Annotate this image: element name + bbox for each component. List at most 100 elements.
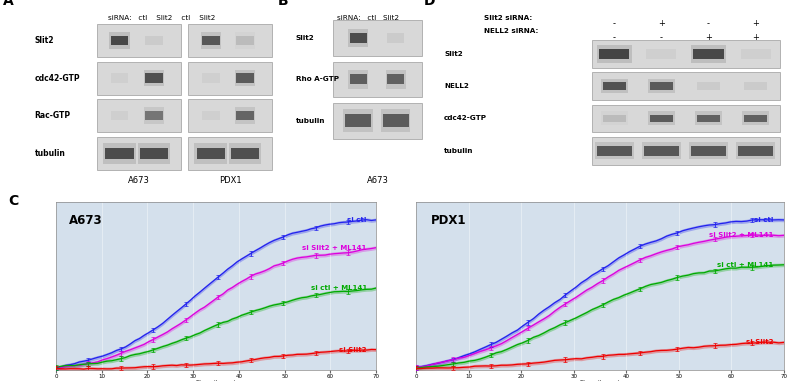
FancyBboxPatch shape	[350, 33, 366, 43]
FancyBboxPatch shape	[144, 70, 164, 86]
Text: Slit2 siRNA:: Slit2 siRNA:	[484, 15, 533, 21]
FancyBboxPatch shape	[383, 114, 409, 127]
Text: si ctl + ML141: si ctl + ML141	[310, 285, 367, 291]
FancyBboxPatch shape	[592, 40, 780, 68]
FancyBboxPatch shape	[106, 147, 134, 159]
Text: cdc42-GTP: cdc42-GTP	[444, 115, 487, 122]
FancyBboxPatch shape	[97, 24, 181, 57]
FancyBboxPatch shape	[194, 143, 227, 164]
FancyBboxPatch shape	[110, 74, 128, 83]
FancyBboxPatch shape	[201, 32, 221, 49]
Text: A673: A673	[128, 176, 150, 185]
Text: si Slit2 + ML141: si Slit2 + ML141	[709, 232, 774, 239]
Text: -: -	[707, 19, 710, 29]
FancyBboxPatch shape	[592, 104, 780, 132]
FancyBboxPatch shape	[695, 111, 722, 125]
Text: si Slit2 + ML141: si Slit2 + ML141	[302, 245, 367, 251]
FancyBboxPatch shape	[144, 107, 164, 124]
FancyBboxPatch shape	[188, 24, 272, 57]
FancyBboxPatch shape	[145, 36, 162, 45]
Text: +: +	[752, 19, 759, 29]
FancyBboxPatch shape	[202, 74, 219, 83]
FancyBboxPatch shape	[387, 74, 404, 85]
FancyBboxPatch shape	[197, 147, 225, 159]
FancyBboxPatch shape	[202, 36, 219, 45]
FancyBboxPatch shape	[235, 70, 255, 86]
Text: A673: A673	[367, 176, 389, 185]
Text: Rac-GTP: Rac-GTP	[34, 111, 70, 120]
Text: PDX1: PDX1	[218, 176, 242, 185]
Text: cdc42-GTP: cdc42-GTP	[34, 74, 80, 83]
FancyBboxPatch shape	[343, 109, 373, 132]
Text: siRNA:   ctl    Slit2    ctl    Slit2: siRNA: ctl Slit2 ctl Slit2	[108, 15, 215, 21]
FancyBboxPatch shape	[738, 146, 773, 155]
FancyBboxPatch shape	[236, 111, 254, 120]
Text: PDX1: PDX1	[430, 214, 466, 227]
X-axis label: Time (hours): Time (hours)	[580, 380, 620, 381]
Text: -: -	[613, 33, 616, 42]
FancyBboxPatch shape	[594, 142, 634, 159]
FancyBboxPatch shape	[597, 45, 632, 63]
Text: +: +	[658, 19, 665, 29]
FancyBboxPatch shape	[648, 111, 675, 125]
FancyBboxPatch shape	[188, 137, 272, 170]
FancyBboxPatch shape	[642, 142, 681, 159]
FancyBboxPatch shape	[333, 21, 422, 56]
FancyBboxPatch shape	[103, 143, 136, 164]
FancyBboxPatch shape	[110, 36, 128, 45]
FancyBboxPatch shape	[381, 109, 410, 132]
Text: NELL2: NELL2	[444, 83, 469, 89]
FancyBboxPatch shape	[691, 45, 726, 63]
FancyBboxPatch shape	[231, 147, 259, 159]
FancyBboxPatch shape	[188, 99, 272, 132]
Text: si Slit2: si Slit2	[746, 339, 774, 346]
Text: tubulin: tubulin	[444, 148, 474, 154]
FancyBboxPatch shape	[202, 111, 219, 120]
FancyBboxPatch shape	[744, 82, 767, 90]
FancyBboxPatch shape	[348, 29, 368, 47]
FancyBboxPatch shape	[592, 137, 780, 165]
FancyBboxPatch shape	[145, 111, 162, 120]
FancyBboxPatch shape	[691, 146, 726, 155]
Text: si Slit2: si Slit2	[339, 347, 367, 353]
FancyBboxPatch shape	[236, 74, 254, 83]
FancyBboxPatch shape	[236, 36, 254, 45]
FancyBboxPatch shape	[97, 62, 181, 95]
Text: A: A	[3, 0, 14, 8]
FancyBboxPatch shape	[694, 49, 723, 59]
FancyBboxPatch shape	[235, 107, 255, 124]
FancyBboxPatch shape	[599, 49, 630, 59]
FancyBboxPatch shape	[346, 114, 371, 127]
Text: -: -	[660, 33, 663, 42]
Text: NELL2 siRNA:: NELL2 siRNA:	[484, 27, 538, 34]
FancyBboxPatch shape	[602, 82, 626, 90]
FancyBboxPatch shape	[229, 143, 262, 164]
FancyBboxPatch shape	[644, 146, 678, 155]
X-axis label: Time (hours): Time (hours)	[196, 380, 236, 381]
FancyBboxPatch shape	[742, 111, 769, 125]
Text: tubulin: tubulin	[34, 149, 66, 158]
FancyBboxPatch shape	[348, 70, 368, 88]
FancyBboxPatch shape	[689, 142, 728, 159]
Text: D: D	[424, 0, 435, 8]
FancyBboxPatch shape	[145, 74, 162, 83]
FancyBboxPatch shape	[333, 103, 422, 139]
FancyBboxPatch shape	[333, 62, 422, 98]
FancyBboxPatch shape	[138, 143, 170, 164]
FancyBboxPatch shape	[744, 115, 767, 122]
FancyBboxPatch shape	[140, 147, 168, 159]
FancyBboxPatch shape	[650, 115, 674, 122]
FancyBboxPatch shape	[736, 142, 775, 159]
Text: si ctl + ML141: si ctl + ML141	[718, 262, 774, 268]
Text: C: C	[8, 194, 18, 208]
Text: si ctl: si ctl	[347, 217, 367, 223]
FancyBboxPatch shape	[387, 33, 404, 43]
FancyBboxPatch shape	[188, 62, 272, 95]
FancyBboxPatch shape	[650, 82, 674, 90]
FancyBboxPatch shape	[110, 111, 128, 120]
FancyBboxPatch shape	[592, 72, 780, 100]
FancyBboxPatch shape	[697, 82, 720, 90]
Text: si ctl: si ctl	[754, 217, 774, 223]
FancyBboxPatch shape	[350, 74, 366, 85]
FancyBboxPatch shape	[697, 115, 720, 122]
